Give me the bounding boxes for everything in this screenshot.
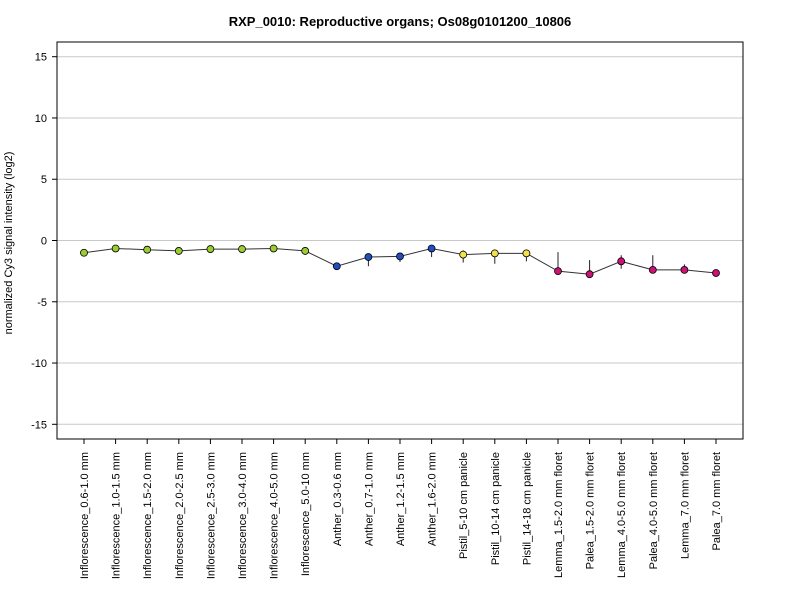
y-tick-label: 10 [35, 113, 47, 125]
x-tick-label: Inflorescence_4.0-5.0 mm [269, 452, 281, 579]
x-tick-label: Palea_7.0 mm floret [711, 452, 723, 550]
data-point [427, 244, 436, 253]
data-point [206, 245, 215, 253]
x-tick-label: Inflorescence_1.5-2.0 mm [142, 452, 154, 579]
data-point [111, 244, 120, 253]
data-point [80, 248, 88, 257]
y-tick-label: -5 [37, 297, 47, 309]
data-point [459, 250, 468, 259]
y-axis: 15 10 5 0 -5 -10 -15 [31, 52, 57, 431]
data-point [301, 247, 310, 255]
x-tick-label: Palea_1.5-2.0 mm floret [585, 452, 597, 569]
data-point [490, 249, 499, 258]
data-point [396, 252, 404, 261]
y-tick-label: 5 [41, 174, 47, 186]
data-point [332, 262, 341, 271]
x-tick-label: Palea_4.0-5.0 mm floret [648, 452, 660, 569]
data-point [680, 266, 689, 274]
y-tick-label: -15 [31, 419, 47, 431]
data-point [554, 267, 562, 276]
x-tick-label: Inflorescence_2.5-3.0 mm [205, 452, 217, 579]
x-tick-label: Pistil_14-18 cm panicle [521, 452, 533, 565]
data-point [143, 245, 152, 254]
x-tick-label: Lemma_1.5-2.0 mm floret [553, 452, 565, 578]
data-point [364, 253, 373, 261]
y-axis-title: normalized Cy3 signal intensity (log2) [3, 152, 15, 335]
data-point [617, 257, 626, 266]
data-point [712, 269, 720, 277]
chart-title: RXP_0010: Reproductive organs; Os08g0101… [229, 14, 572, 29]
x-tick-label: Anther_0.3-0.6 mm [332, 452, 344, 546]
data-point [648, 266, 657, 274]
x-tick-label: Anther_1.6-2.0 mm [427, 452, 439, 546]
x-tick-label: Anther_0.7-1.0 mm [363, 452, 375, 546]
y-tick-label: 0 [41, 236, 47, 248]
y-tick-label: 15 [35, 52, 47, 64]
y-tick-label: -10 [31, 358, 47, 370]
x-tick-label: Inflorescence_5.0-10 mm [300, 452, 312, 576]
x-tick-label: Inflorescence_3.0-4.0 mm [237, 452, 249, 579]
x-tick-label: Lemma_7.0 mm floret [679, 452, 691, 559]
data-point [522, 249, 531, 258]
grid-lines [57, 56, 743, 425]
x-tick-label: Pistil_5-10 cm panicle [458, 452, 470, 559]
series [80, 244, 720, 279]
x-tick-label: Lemma_4.0-5.0 mm floret [616, 452, 628, 578]
x-tick-label: Inflorescence_0.6-1.0 mm [79, 452, 91, 579]
x-tick-label: Anther_1.2-1.5 mm [395, 452, 407, 546]
x-tick-label: Inflorescence_1.0-1.5 mm [111, 452, 123, 579]
data-point [238, 245, 246, 253]
x-tick-label: Pistil_10-14 cm panicle [490, 452, 502, 565]
data-point [269, 244, 278, 253]
data-point [174, 247, 183, 255]
x-axis: Inflorescence_0.6-1.0 mm Inflorescence_1.… [79, 439, 723, 579]
data-point [585, 270, 594, 279]
x-tick-label: Inflorescence_2.0-2.5 mm [174, 452, 186, 579]
